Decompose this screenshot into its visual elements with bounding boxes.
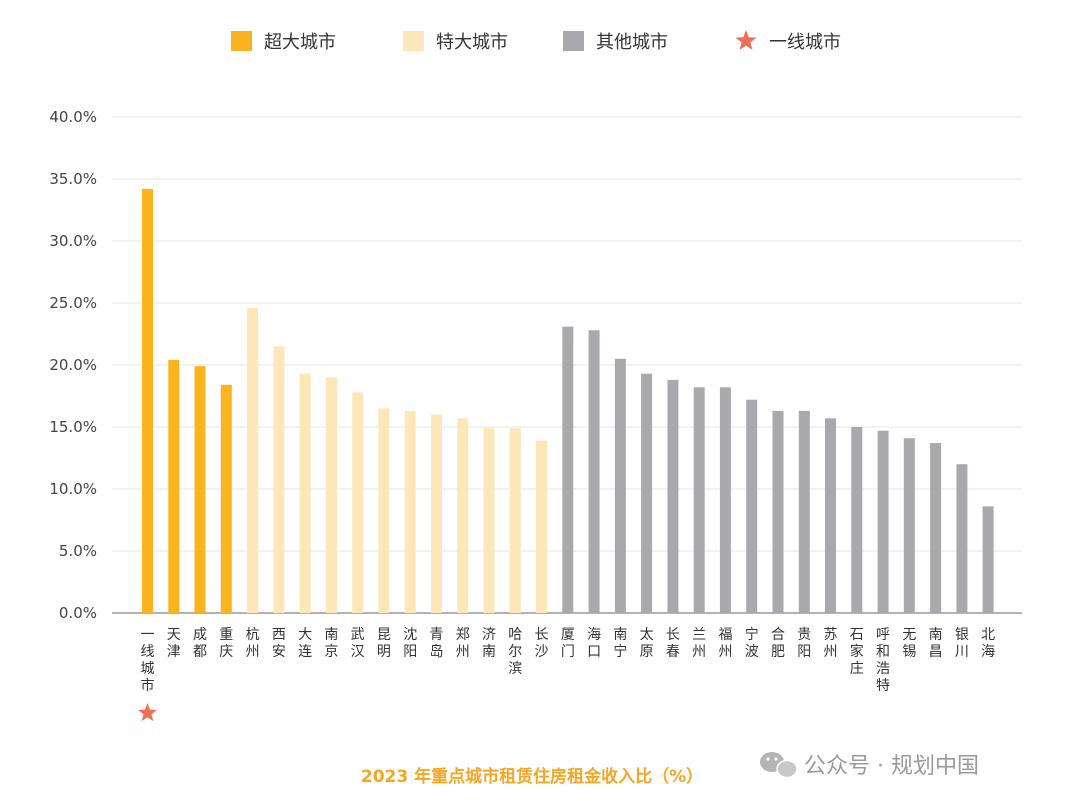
bar-无锡 <box>903 438 915 613</box>
y-tick-label: 30.0% <box>49 232 97 250</box>
x-tick-label: 呼和浩特 <box>876 627 890 694</box>
bar-贵阳 <box>798 410 810 613</box>
legend-item-tier1: 一线城市 <box>735 30 841 53</box>
x-tick-label: 石家庄 <box>850 627 864 677</box>
x-tick-label: 合肥 <box>771 627 785 660</box>
bar-西安 <box>273 346 285 613</box>
tier1-star-marker <box>138 703 157 722</box>
x-tick-label: 福州 <box>718 627 732 660</box>
bar-重庆 <box>220 384 232 613</box>
x-tick-label: 青岛 <box>429 627 443 660</box>
x-tick-label: 银川 <box>955 627 969 660</box>
x-tick-label: 成都 <box>193 627 207 660</box>
legend-item-large: 特大城市 <box>403 31 508 53</box>
x-tick-label: 南宁 <box>613 627 627 660</box>
y-tick-label: 0.0% <box>59 604 97 622</box>
bar-哈尔滨 <box>509 428 521 613</box>
x-tick-label: 重庆 <box>219 627 233 660</box>
legend-label: 一线城市 <box>769 32 841 53</box>
x-tick-label: 昆明 <box>377 627 391 660</box>
bars <box>142 188 994 613</box>
bar-海口 <box>588 330 600 613</box>
bar-青岛 <box>431 414 442 613</box>
legend-label: 超大城市 <box>264 32 336 53</box>
bar-南京 <box>325 377 337 613</box>
bar-武汉 <box>352 392 364 613</box>
y-axis-ticks: 0.0% 5.0% 10.0% 15.0% 20.0% 25.0% 30.0% 35.0% 40… <box>49 108 97 622</box>
x-tick-label: 苏州 <box>824 627 838 660</box>
bar-太原 <box>641 373 653 613</box>
bar-厦门 <box>562 326 574 613</box>
bar-合肥 <box>772 410 784 613</box>
bar-北海 <box>982 506 994 613</box>
bar-沈阳 <box>404 410 416 613</box>
bar-银川 <box>956 464 968 613</box>
legend-item-super: 超大城市 <box>231 31 336 53</box>
x-tick-label: 沈阳 <box>403 627 417 660</box>
y-tick-label: 15.0% <box>49 418 97 436</box>
bar-成都 <box>194 366 206 613</box>
y-tick-label: 20.0% <box>49 356 97 374</box>
legend-label: 其他城市 <box>596 32 668 53</box>
bar-长沙 <box>536 440 547 613</box>
bar-长春 <box>667 379 679 613</box>
star-icon <box>735 30 757 50</box>
x-axis-labels: 一线城市天津成都重庆杭州西安大连南京武汉昆明沈阳青岛郑州济南哈尔滨长沙厦门海口南… <box>138 626 995 722</box>
x-tick-label: 天津 <box>167 627 181 660</box>
x-tick-label: 济南 <box>482 627 496 660</box>
bar-一线城市 <box>142 188 153 613</box>
y-tick-label: 35.0% <box>49 170 97 188</box>
bar-宁波 <box>746 399 758 613</box>
y-tick-label: 40.0% <box>49 108 97 126</box>
legend-item-other: 其他城市 <box>563 31 668 53</box>
bar-济南 <box>483 428 495 613</box>
legend-swatch <box>563 31 584 51</box>
x-tick-label: 郑州 <box>456 627 470 660</box>
x-tick-label: 兰州 <box>692 627 706 660</box>
y-tick-label: 25.0% <box>49 294 97 312</box>
bar-郑州 <box>457 418 469 613</box>
x-tick-label: 哈尔滨 <box>508 627 522 677</box>
x-tick-label: 长沙 <box>535 627 549 660</box>
bar-南昌 <box>930 443 942 613</box>
legend-swatch <box>231 31 252 51</box>
bar-呼和浩特 <box>877 430 889 613</box>
bar-南宁 <box>614 358 626 613</box>
wechat-icon <box>760 752 798 779</box>
x-tick-label: 海口 <box>587 627 601 660</box>
bar-福州 <box>719 387 731 613</box>
x-tick-label: 大连 <box>298 627 312 660</box>
bar-大连 <box>299 373 311 613</box>
bar-天津 <box>168 360 180 613</box>
bar-石家庄 <box>851 427 863 613</box>
bar-昆明 <box>378 408 390 613</box>
x-tick-label: 宁波 <box>745 626 759 660</box>
x-tick-label: 武汉 <box>351 627 365 660</box>
bar-苏州 <box>825 418 836 613</box>
legend-swatch <box>403 31 424 51</box>
watermark-text: 公众号 · 规划中国 <box>804 754 979 779</box>
x-tick-label: 无锡 <box>902 627 916 660</box>
chart-title: 2023 年重点城市租赁住房租金收入比（%） <box>361 766 703 787</box>
legend: 超大城市 特大城市 其他城市 一线城市 <box>231 30 841 53</box>
y-tick-label: 5.0% <box>59 542 97 560</box>
legend-label: 特大城市 <box>436 32 508 53</box>
x-tick-label: 一线城市 <box>141 627 155 694</box>
x-tick-label: 南昌 <box>929 627 943 660</box>
x-tick-label: 长春 <box>666 627 680 660</box>
x-tick-label: 北海 <box>981 627 995 660</box>
watermark: 公众号 · 规划中国 <box>760 752 979 779</box>
bar-杭州 <box>247 308 259 613</box>
bar-兰州 <box>693 387 705 613</box>
x-tick-label: 杭州 <box>246 627 260 660</box>
x-tick-label: 厦门 <box>561 627 575 660</box>
y-tick-label: 10.0% <box>49 480 97 498</box>
x-tick-label: 太原 <box>640 627 654 660</box>
x-tick-label: 贵阳 <box>797 627 811 660</box>
x-tick-label: 南京 <box>324 627 338 660</box>
x-tick-label: 西安 <box>272 627 286 660</box>
